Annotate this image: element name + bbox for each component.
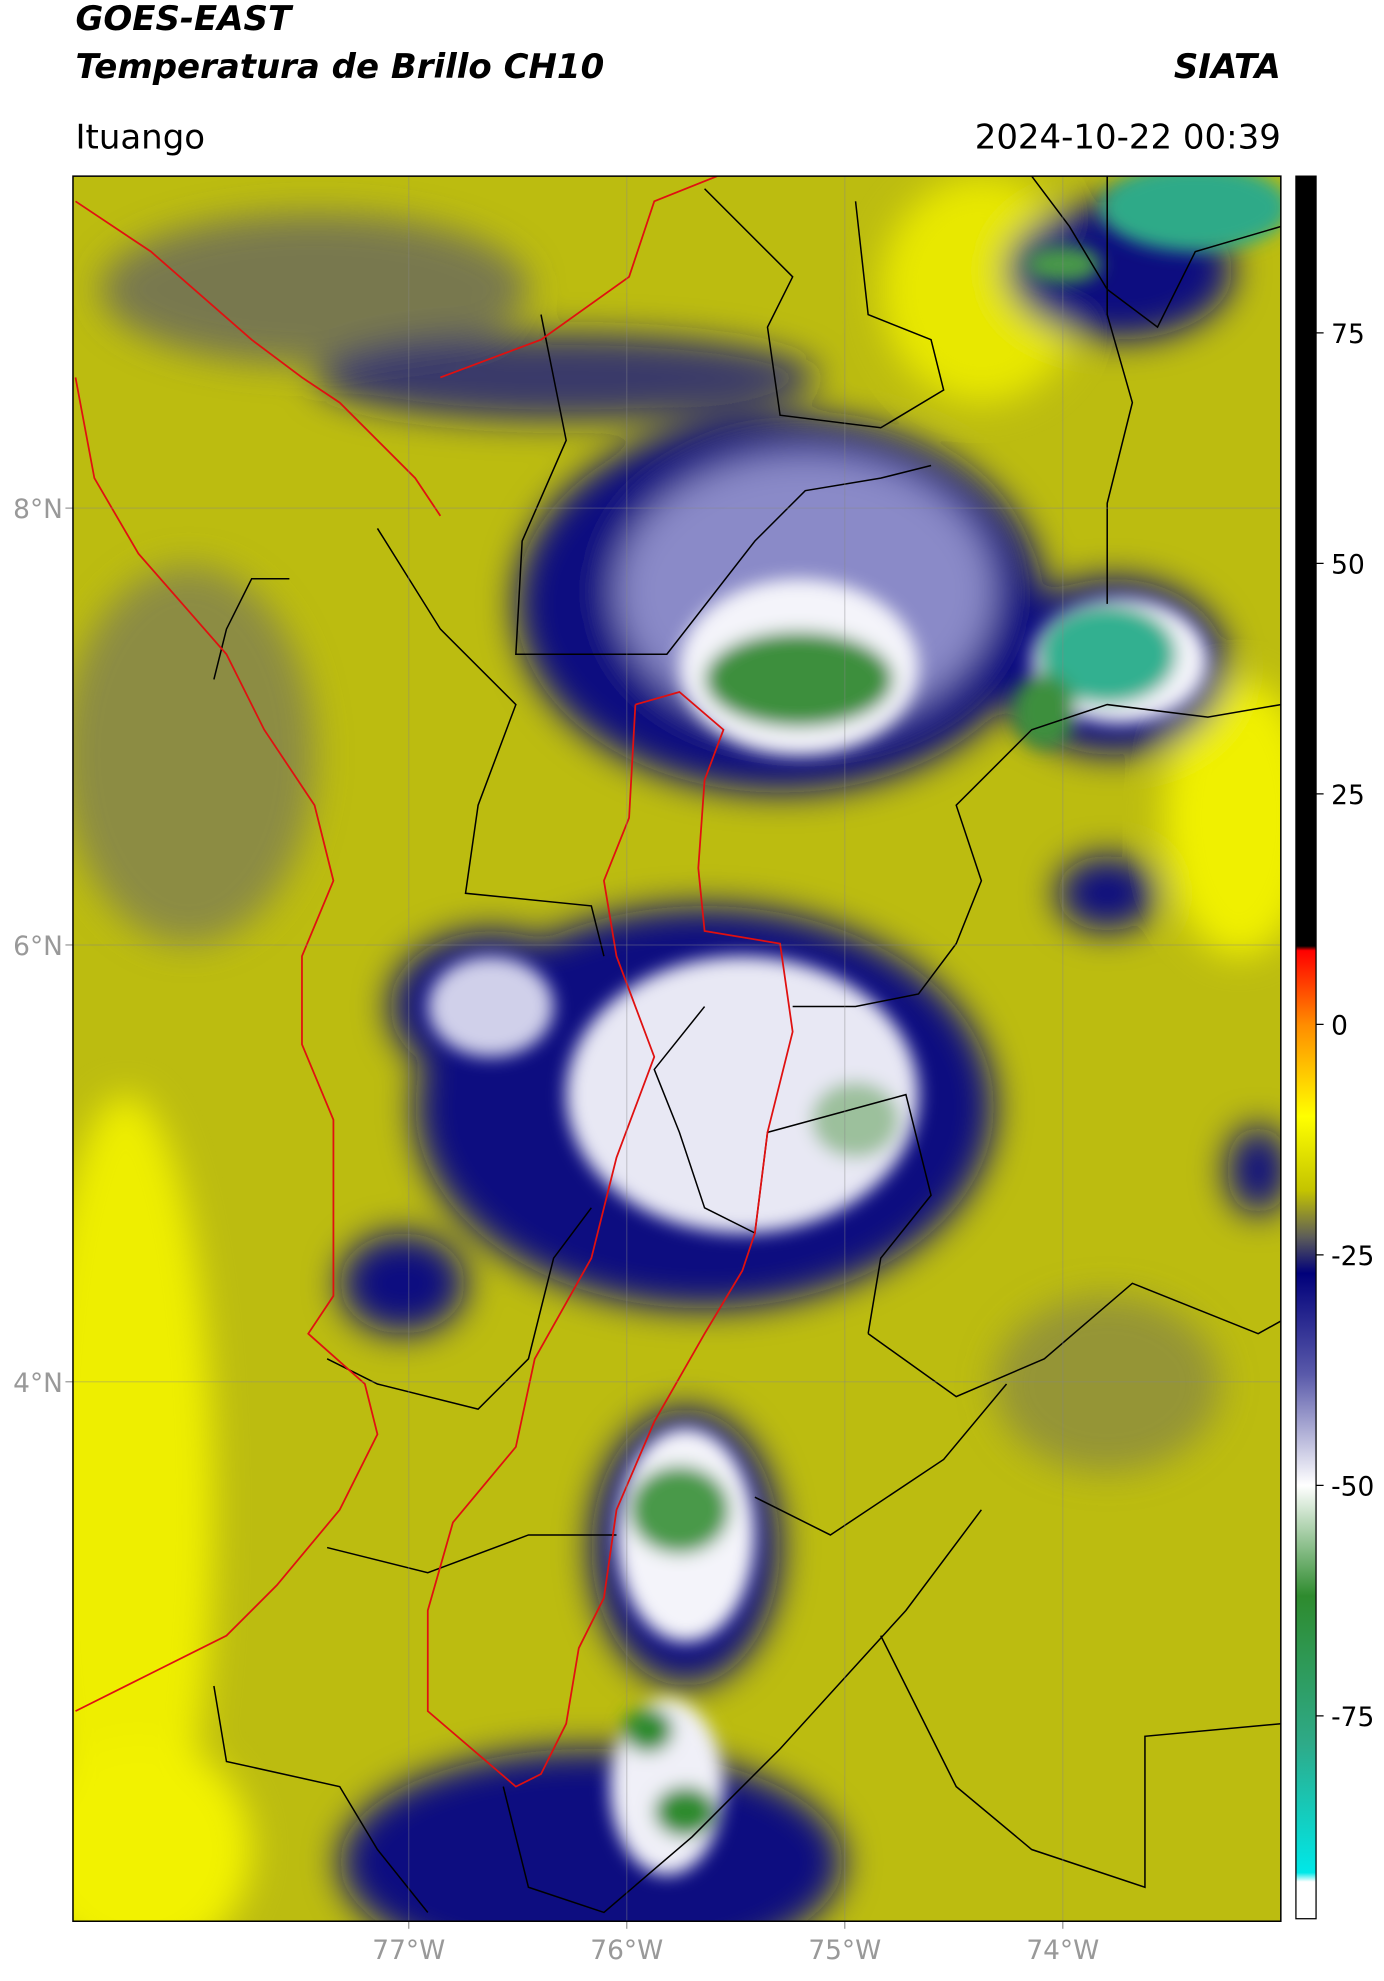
colorbar-tick-label: -50 xyxy=(1331,1471,1374,1502)
region: Ituango xyxy=(75,117,205,157)
colorbar-tick-label: 75 xyxy=(1331,319,1365,350)
source: SIATA xyxy=(1174,47,1281,87)
y-tick-label: 8°N xyxy=(13,494,63,525)
borders xyxy=(213,176,1281,1914)
x-tick-label: 75°W xyxy=(808,1935,881,1966)
y-tick-label: 4°N xyxy=(13,1368,63,1399)
map-frame xyxy=(72,175,1282,1922)
title: Temperatura de Brillo CH10 xyxy=(75,47,604,87)
colorbar-tick-label: 0 xyxy=(1331,1010,1348,1041)
department-boundary xyxy=(74,176,794,1788)
colorbar: 75 50 25 0 -25 -50 -75 xyxy=(1295,175,1374,1920)
x-tick-label: 74°W xyxy=(1026,1935,1099,1966)
y-tick-label: 6°N xyxy=(13,931,63,962)
colorbar-tick-label: -25 xyxy=(1331,1241,1374,1272)
colorbar-tick-label: 25 xyxy=(1331,780,1365,811)
grid: 77°W 76°W 75°W 74°W 8°N 6°N 4°N xyxy=(13,176,1281,1966)
colorbar-tick-label: 50 xyxy=(1331,549,1365,580)
colorbar-scale xyxy=(1295,175,1317,1920)
colorbar-tick-label: -75 xyxy=(1331,1702,1374,1733)
x-tick-label: 76°W xyxy=(590,1935,663,1966)
satellite-image xyxy=(72,176,1281,1922)
x-tick-label: 77°W xyxy=(372,1935,445,1966)
title: GOES-EAST xyxy=(75,0,293,39)
timestamp: 2024-10-22 00:39 xyxy=(975,117,1281,157)
